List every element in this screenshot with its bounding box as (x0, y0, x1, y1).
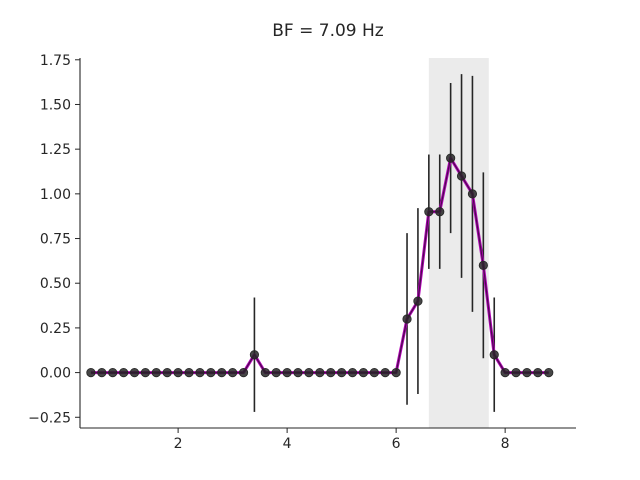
data-point (260, 367, 270, 378)
data-point (108, 367, 118, 378)
data-point (293, 367, 303, 378)
data-point (369, 367, 379, 378)
data-point (456, 171, 467, 181)
data-point (533, 367, 543, 378)
data-point (347, 367, 358, 378)
data-point (195, 367, 205, 378)
data-point (238, 367, 249, 378)
y-tick-label: 1.50 (40, 97, 71, 113)
data-point (228, 367, 238, 378)
data-point (413, 296, 423, 306)
data-point (282, 367, 292, 378)
y-tick-label: 0.25 (40, 321, 71, 337)
data-point (184, 367, 194, 378)
data-point (119, 367, 129, 378)
data-point (304, 367, 314, 378)
data-point (162, 367, 172, 378)
tick-labels: −0.25 0.00 0.25 0.50 0.75 1.00 1.25 1.50 1.75 2 4 6… (28, 53, 510, 452)
data-point (511, 367, 521, 378)
x-tick-label: 4 (283, 436, 292, 452)
data-point (249, 350, 260, 360)
data-point (206, 367, 216, 378)
y-tick-label: 1.75 (40, 53, 71, 69)
data-point (500, 367, 510, 378)
y-tick-label: 1.25 (40, 142, 71, 158)
data-point (86, 367, 96, 378)
data-point (467, 189, 478, 199)
chart-title: BF = 7.09 Hz (272, 21, 384, 41)
data-point (326, 367, 336, 378)
data-point (522, 367, 532, 378)
x-tick-label: 2 (174, 436, 183, 452)
data-point (129, 367, 140, 378)
data-point (358, 367, 369, 378)
data-point (151, 367, 161, 378)
data-point (140, 367, 151, 378)
data-point (217, 367, 227, 378)
y-tick-label: −0.25 (28, 410, 71, 426)
data-points (86, 153, 554, 378)
data-point (446, 153, 456, 163)
data-point (380, 367, 390, 378)
y-tick-label: 0.50 (40, 276, 71, 292)
data-point (435, 207, 445, 217)
data-point (544, 367, 554, 378)
data-point (478, 260, 488, 270)
data-point (271, 367, 281, 378)
data-point (402, 314, 412, 324)
y-tick-label: 1.00 (40, 187, 71, 203)
data-point (337, 367, 347, 378)
x-tick-label: 8 (501, 436, 510, 452)
data-point (489, 350, 499, 360)
data-point (315, 367, 325, 378)
data-point (173, 367, 183, 378)
data-point (391, 367, 401, 378)
y-tick-label: 0.75 (40, 232, 71, 248)
data-point (424, 207, 434, 217)
x-tick-label: 6 (392, 436, 401, 452)
axes (75, 58, 576, 433)
data-point (97, 367, 107, 378)
y-tick-label: 0.00 (40, 366, 71, 382)
